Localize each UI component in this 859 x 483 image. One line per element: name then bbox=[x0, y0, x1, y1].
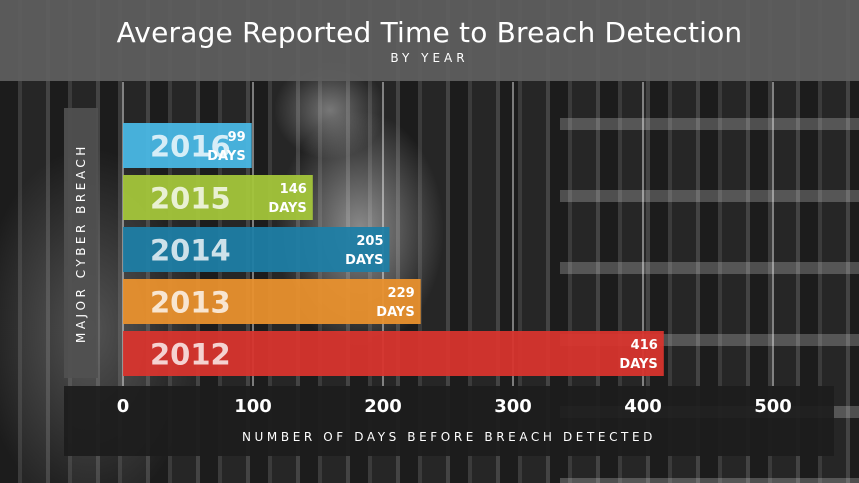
x-axis-band bbox=[64, 386, 834, 456]
x-tick-label: 300 bbox=[494, 396, 532, 417]
bar-category-label: 2015 bbox=[150, 182, 231, 216]
x-tick-label: 0 bbox=[117, 396, 130, 417]
bar-value-label: 99 bbox=[228, 130, 246, 145]
x-tick-label: 100 bbox=[234, 396, 272, 417]
bar-unit-label: DAYS bbox=[207, 149, 245, 164]
title-band bbox=[0, 0, 859, 81]
bar-category-label: 2012 bbox=[150, 338, 231, 372]
bar-value-label: 229 bbox=[388, 286, 415, 301]
bar-category-label: 2014 bbox=[150, 234, 231, 268]
chart-subtitle: BY YEAR bbox=[390, 51, 469, 65]
bar-2013 bbox=[123, 279, 421, 324]
x-tick-label: 500 bbox=[754, 396, 792, 417]
bar-2015 bbox=[123, 175, 313, 220]
bar-value-label: 205 bbox=[356, 234, 383, 249]
x-tick-labels: 0 100 200 300 400 500 bbox=[117, 396, 792, 417]
bar-unit-label: DAYS bbox=[345, 253, 383, 268]
x-axis-label: NUMBER OF DAYS BEFORE BREACH DETECTED bbox=[241, 430, 657, 444]
bar-2014 bbox=[123, 227, 390, 272]
y-axis-label-band bbox=[64, 108, 98, 378]
bar-category-label: 2016 bbox=[150, 130, 231, 164]
bar-category-label: 2013 bbox=[150, 286, 231, 320]
chart-title: Average Reported Time to Breach Detectio… bbox=[116, 16, 743, 49]
bar-unit-label: DAYS bbox=[619, 357, 657, 372]
bar-unit-label: DAYS bbox=[268, 201, 306, 216]
bar-value-label: 146 bbox=[280, 182, 307, 197]
x-tick-label: 400 bbox=[624, 396, 662, 417]
bar-unit-label: DAYS bbox=[376, 305, 414, 320]
bar-2016 bbox=[123, 123, 252, 168]
bar-2012 bbox=[123, 331, 664, 376]
x-tick-label: 200 bbox=[364, 396, 402, 417]
bar-value-label: 416 bbox=[631, 338, 658, 353]
